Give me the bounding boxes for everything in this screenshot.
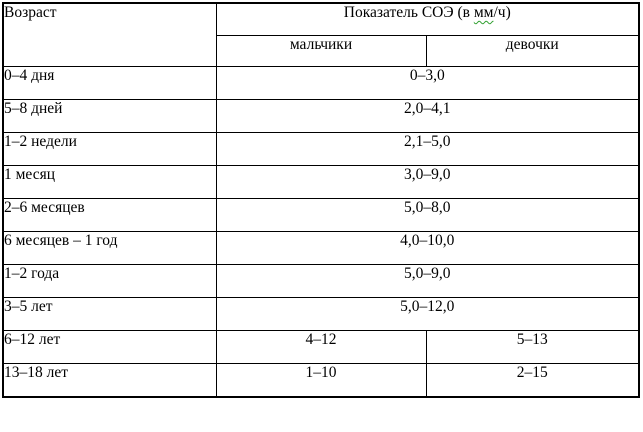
age-cell: 6–12 лет xyxy=(2,330,217,364)
table-row: 6–12 лет 4–12 5–13 xyxy=(2,330,640,364)
value-cell: 3,0–9,0 xyxy=(215,165,640,199)
table-row: 1 месяц 3,0–9,0 xyxy=(2,165,640,199)
esr-header-text-prefix: Показатель СОЭ (в xyxy=(343,4,474,21)
girls-column-header: девочки xyxy=(425,35,640,67)
value-cell: 0–3,0 xyxy=(215,66,640,100)
table-row: 1–2 недели 2,1–5,0 xyxy=(2,132,640,166)
boys-column-header: мальчики xyxy=(215,35,427,67)
header-row-top: Возраст Показатель СОЭ (в мм/ч) xyxy=(2,2,640,67)
value-cell: 2,1–5,0 xyxy=(215,132,640,166)
age-cell: 6 месяцев – 1 год xyxy=(2,231,217,265)
value-cell: 5,0–12,0 xyxy=(215,297,640,331)
table-row: 5–8 дней 2,0–4,1 xyxy=(2,99,640,133)
age-cell: 0–4 дня xyxy=(2,66,217,100)
age-cell: 2–6 месяцев xyxy=(2,198,217,232)
table-row: 6 месяцев – 1 год 4,0–10,0 xyxy=(2,231,640,265)
esr-header-text-suffix: /ч) xyxy=(493,4,511,21)
esr-column-header: Показатель СОЭ (в мм/ч) xyxy=(215,2,640,36)
boys-value-cell: 4–12 xyxy=(215,330,427,364)
table-row: 13–18 лет 1–10 2–15 xyxy=(2,363,640,398)
age-cell: 1–2 года xyxy=(2,264,217,298)
value-cell: 4,0–10,0 xyxy=(215,231,640,265)
table-row: 3–5 лет 5,0–12,0 xyxy=(2,297,640,331)
girls-value-cell: 5–13 xyxy=(425,330,640,364)
girls-value-cell: 2–15 xyxy=(425,363,640,398)
age-cell: 1 месяц xyxy=(2,165,217,199)
header-row-sub: мальчики девочки xyxy=(3,35,640,67)
value-cell: 5,0–8,0 xyxy=(215,198,640,232)
value-cell: 2,0–4,1 xyxy=(215,99,640,133)
table-row: 1–2 года 5,0–9,0 xyxy=(2,264,640,298)
table-row: 0–4 дня 0–3,0 xyxy=(2,66,640,100)
value-cell: 5,0–9,0 xyxy=(215,264,640,298)
age-cell: 13–18 лет xyxy=(2,363,217,398)
esr-header-misspelled-word: мм xyxy=(473,4,494,21)
age-column-header: Возраст xyxy=(2,2,217,67)
boys-value-cell: 1–10 xyxy=(215,363,427,398)
esr-norms-table: Возраст Показатель СОЭ (в мм/ч) мальчики… xyxy=(2,2,641,398)
table-row: 2–6 месяцев 5,0–8,0 xyxy=(2,198,640,232)
age-cell: 1–2 недели xyxy=(2,132,217,166)
age-cell: 3–5 лет xyxy=(2,297,217,331)
age-cell: 5–8 дней xyxy=(2,99,217,133)
